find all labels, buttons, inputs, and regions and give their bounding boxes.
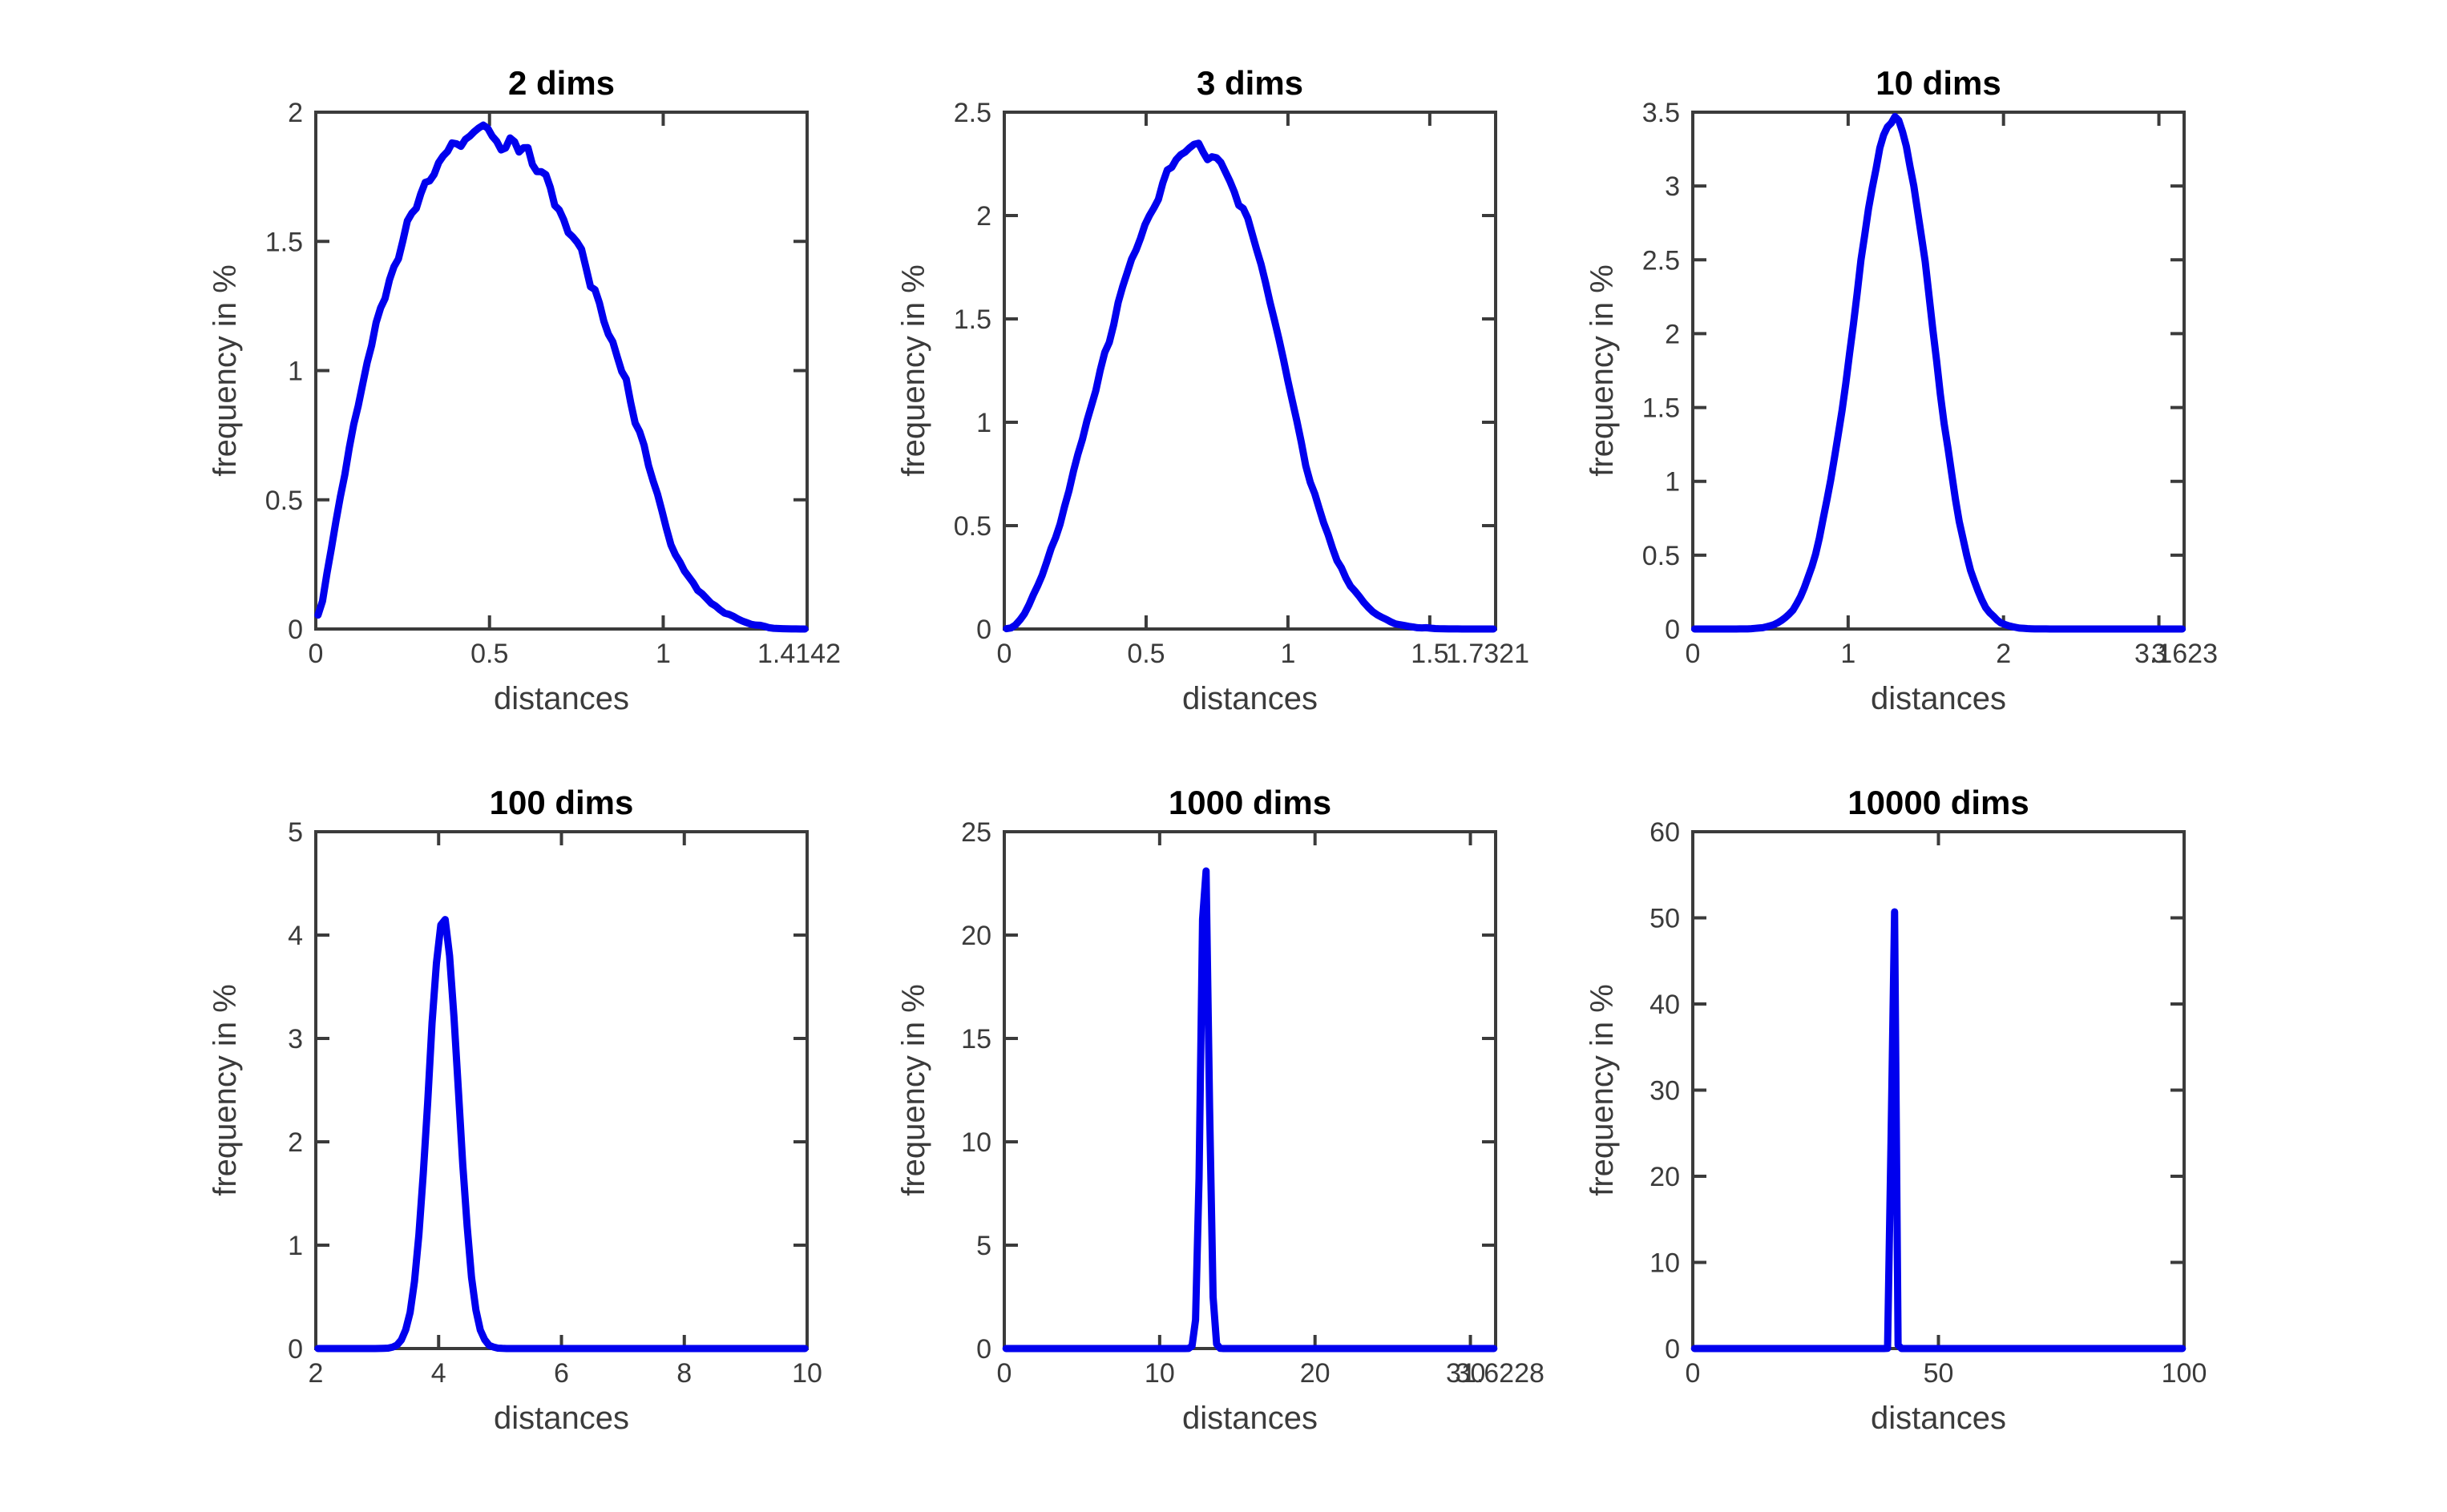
svg-text:1.5: 1.5 <box>954 304 991 335</box>
svg-text:3 dims: 3 dims <box>1197 64 1303 102</box>
svg-text:10: 10 <box>1145 1358 1175 1389</box>
svg-text:distances: distances <box>1182 681 1318 716</box>
svg-text:distances: distances <box>1182 1401 1318 1436</box>
svg-text:5: 5 <box>976 1231 991 1261</box>
svg-text:20: 20 <box>1650 1162 1680 1192</box>
svg-text:4: 4 <box>288 921 303 951</box>
svg-text:10000 dims: 10000 dims <box>1847 784 2029 821</box>
svg-text:20: 20 <box>961 921 991 951</box>
svg-text:60: 60 <box>1650 817 1680 848</box>
svg-text:2: 2 <box>288 98 303 128</box>
svg-text:0.5: 0.5 <box>265 486 303 516</box>
svg-text:0: 0 <box>997 639 1012 669</box>
svg-text:3.5: 3.5 <box>1642 98 1680 128</box>
svg-text:0: 0 <box>288 1334 303 1365</box>
svg-text:100: 100 <box>2162 1358 2207 1389</box>
svg-text:3: 3 <box>1665 171 1680 202</box>
svg-text:10: 10 <box>1650 1248 1680 1279</box>
svg-text:0: 0 <box>309 639 324 669</box>
svg-text:distances: distances <box>1871 1401 2006 1436</box>
svg-text:1.5: 1.5 <box>265 227 303 257</box>
svg-text:2: 2 <box>976 201 991 232</box>
svg-text:frequency in %: frequency in % <box>1585 264 1620 477</box>
svg-text:1: 1 <box>1665 467 1680 498</box>
svg-text:frequency in %: frequency in % <box>896 264 931 477</box>
svg-text:3: 3 <box>288 1024 303 1054</box>
svg-text:15: 15 <box>961 1024 991 1054</box>
svg-text:30: 30 <box>1650 1076 1680 1107</box>
svg-text:0.5: 0.5 <box>1642 541 1680 571</box>
svg-text:distances: distances <box>494 1401 629 1436</box>
svg-text:0: 0 <box>1665 1334 1680 1365</box>
svg-text:1: 1 <box>1840 639 1855 669</box>
svg-text:2: 2 <box>1665 319 1680 349</box>
svg-text:1.5: 1.5 <box>1411 639 1448 669</box>
svg-text:1: 1 <box>288 357 303 387</box>
svg-text:50: 50 <box>1924 1358 1954 1389</box>
svg-text:10: 10 <box>792 1358 822 1389</box>
svg-text:0.5: 0.5 <box>954 511 991 542</box>
svg-text:0.5: 0.5 <box>470 639 508 669</box>
svg-text:50: 50 <box>1650 904 1680 934</box>
svg-text:6: 6 <box>554 1358 569 1389</box>
svg-text:frequency in %: frequency in % <box>208 984 243 1196</box>
svg-text:0: 0 <box>976 1334 991 1365</box>
svg-text:10 dims: 10 dims <box>1876 64 2001 102</box>
svg-text:0.5: 0.5 <box>1127 639 1165 669</box>
svg-text:2.5: 2.5 <box>1642 245 1680 276</box>
svg-text:0: 0 <box>1686 639 1701 669</box>
svg-text:0: 0 <box>1686 1358 1701 1389</box>
svg-text:100 dims: 100 dims <box>490 784 634 821</box>
svg-text:0: 0 <box>1665 615 1680 645</box>
svg-text:25: 25 <box>961 817 991 848</box>
svg-text:1.5: 1.5 <box>1642 393 1680 424</box>
svg-text:2.5: 2.5 <box>954 98 991 128</box>
svg-text:8: 8 <box>676 1358 692 1389</box>
svg-text:frequency in %: frequency in % <box>1585 984 1620 1196</box>
svg-text:1: 1 <box>656 639 671 669</box>
svg-text:1.4142: 1.4142 <box>757 639 841 669</box>
svg-text:4: 4 <box>431 1358 446 1389</box>
svg-text:0: 0 <box>997 1358 1012 1389</box>
svg-text:1000 dims: 1000 dims <box>1169 784 1331 821</box>
svg-text:10: 10 <box>961 1127 991 1158</box>
svg-text:3.1623: 3.1623 <box>2134 639 2218 669</box>
svg-text:1: 1 <box>1280 639 1295 669</box>
svg-text:1: 1 <box>976 408 991 438</box>
svg-text:1: 1 <box>288 1231 303 1261</box>
svg-text:2: 2 <box>1996 639 2011 669</box>
svg-text:2: 2 <box>288 1127 303 1158</box>
svg-text:20: 20 <box>1300 1358 1331 1389</box>
svg-text:distances: distances <box>1871 681 2006 716</box>
svg-text:5: 5 <box>288 817 303 848</box>
svg-text:0: 0 <box>976 615 991 645</box>
svg-text:2 dims: 2 dims <box>508 64 615 102</box>
svg-text:31.6228: 31.6228 <box>1446 1358 1545 1389</box>
svg-text:1.7321: 1.7321 <box>1446 639 1529 669</box>
svg-text:2: 2 <box>309 1358 324 1389</box>
svg-text:40: 40 <box>1650 990 1680 1020</box>
svg-text:0: 0 <box>288 615 303 645</box>
svg-text:frequency in %: frequency in % <box>208 264 243 477</box>
svg-text:distances: distances <box>494 681 629 716</box>
svg-text:frequency in %: frequency in % <box>896 984 931 1196</box>
